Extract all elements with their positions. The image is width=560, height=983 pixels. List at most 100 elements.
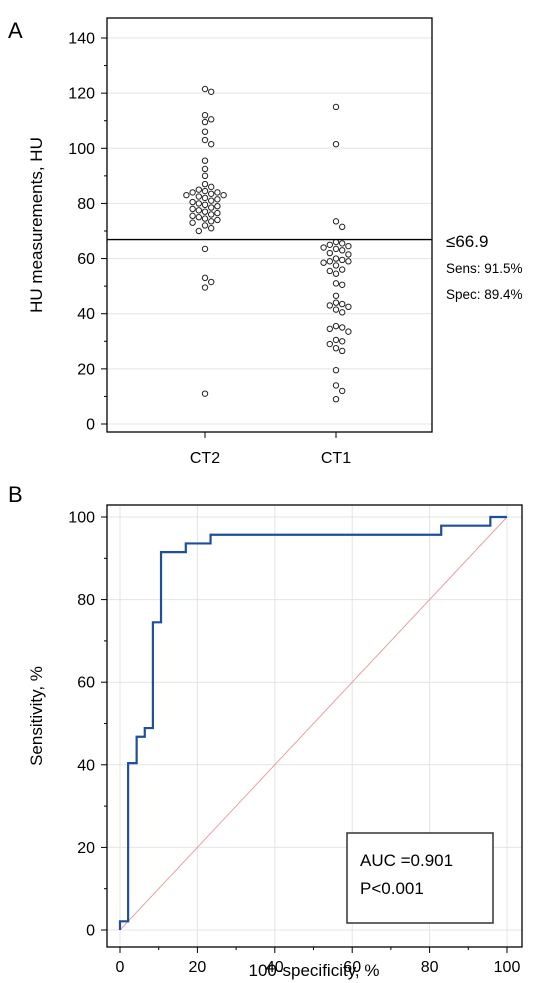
y-tick-label: 80 (77, 592, 95, 609)
data-point (332, 270, 340, 277)
data-point (339, 347, 346, 355)
data-point (201, 194, 209, 202)
data-point (332, 255, 340, 262)
panel-label-a: A (8, 18, 23, 43)
panel-b-plot-frame (106, 504, 523, 948)
y-tick-label: 100 (68, 141, 95, 158)
data-point (201, 215, 209, 222)
data-point (332, 299, 340, 306)
data-point (332, 322, 340, 330)
data-point (201, 274, 209, 282)
data-point (332, 367, 340, 374)
y-tick-label: 100 (68, 510, 95, 527)
panel-a-gridlines (107, 37, 432, 425)
data-point (214, 202, 221, 210)
y-tick-label: 0 (86, 417, 95, 434)
data-point (320, 244, 327, 251)
data-point (345, 328, 352, 335)
data-point (332, 262, 340, 269)
reference-diagonal-line (119, 516, 508, 931)
y-tick-label: 20 (77, 361, 95, 378)
data-point (339, 387, 346, 395)
data-point (208, 197, 215, 204)
data-point (326, 325, 333, 333)
x-tick-label: 80 (421, 959, 439, 976)
x-tick-label-ct2: CT2 (190, 450, 220, 467)
data-point (339, 223, 346, 231)
data-point (214, 196, 221, 203)
data-point (201, 201, 209, 209)
y-tick-label: 140 (68, 31, 95, 48)
data-point (208, 278, 215, 286)
data-point (339, 247, 346, 254)
data-point (208, 218, 215, 225)
data-point (332, 103, 340, 111)
y-tick-label: 120 (68, 86, 95, 103)
data-point (214, 216, 221, 224)
x-tick-label: 40 (266, 959, 284, 976)
data-point (332, 140, 340, 148)
data-point (326, 340, 333, 348)
panel-b-x-axis-title: 100-specificity, % (248, 961, 379, 980)
data-point (201, 128, 209, 135)
y-tick-label: 60 (77, 251, 95, 268)
data-point (326, 267, 333, 275)
panel-b-y-axis-title: Sensitivity, % (27, 666, 46, 766)
data-point (332, 292, 340, 299)
x-tick-label: 100 (494, 959, 521, 976)
data-point (326, 258, 333, 265)
data-point (332, 344, 340, 352)
cutoff-value-label: ≤66.9 (446, 232, 488, 251)
data-point (183, 191, 190, 199)
data-point (339, 300, 346, 308)
data-point (345, 303, 352, 311)
data-point (201, 208, 209, 215)
roc-curve-line (118, 515, 507, 930)
data-point (339, 256, 346, 264)
data-point (326, 249, 333, 257)
data-point (339, 281, 346, 288)
data-point (345, 251, 352, 258)
data-point (195, 200, 203, 207)
data-point (332, 306, 340, 313)
data-point (326, 302, 333, 309)
data-point (201, 85, 209, 93)
data-point (201, 157, 209, 164)
data-point (189, 198, 196, 206)
data-point (201, 187, 209, 195)
y-tick-label: 20 (77, 840, 95, 857)
x-tick-label: 20 (189, 959, 207, 976)
data-point (189, 212, 196, 220)
data-point (320, 259, 327, 266)
data-point (208, 225, 215, 232)
data-point (220, 191, 227, 199)
data-point (332, 395, 340, 403)
data-point (195, 186, 203, 193)
data-point (208, 211, 215, 218)
panel-label-b: B (8, 482, 23, 507)
data-point (195, 193, 203, 200)
auc-annotation-box (346, 832, 494, 924)
data-point (326, 241, 333, 248)
y-tick-label: 0 (86, 923, 95, 940)
x-tick-label-ct1: CT1 (321, 450, 351, 467)
p-value-label: P<0.001 (360, 879, 424, 898)
y-tick-label: 80 (77, 196, 95, 213)
data-point (208, 116, 215, 123)
data-point (201, 390, 209, 397)
data-point (214, 209, 221, 217)
data-point (208, 88, 215, 95)
data-point (201, 112, 209, 119)
data-point (195, 214, 203, 221)
y-tick-label: 40 (77, 757, 95, 774)
data-point (345, 258, 352, 265)
data-point (208, 183, 215, 191)
panel-a-x-ticks: CT2 CT1 (190, 432, 351, 467)
data-point (201, 180, 209, 188)
data-point (201, 222, 209, 229)
y-tick-label: 40 (77, 306, 95, 323)
data-point (189, 219, 196, 226)
panel-b-x-ticks: 0 20 40 60 80 100 (116, 947, 521, 976)
data-point (332, 280, 340, 287)
data-point (339, 324, 346, 331)
